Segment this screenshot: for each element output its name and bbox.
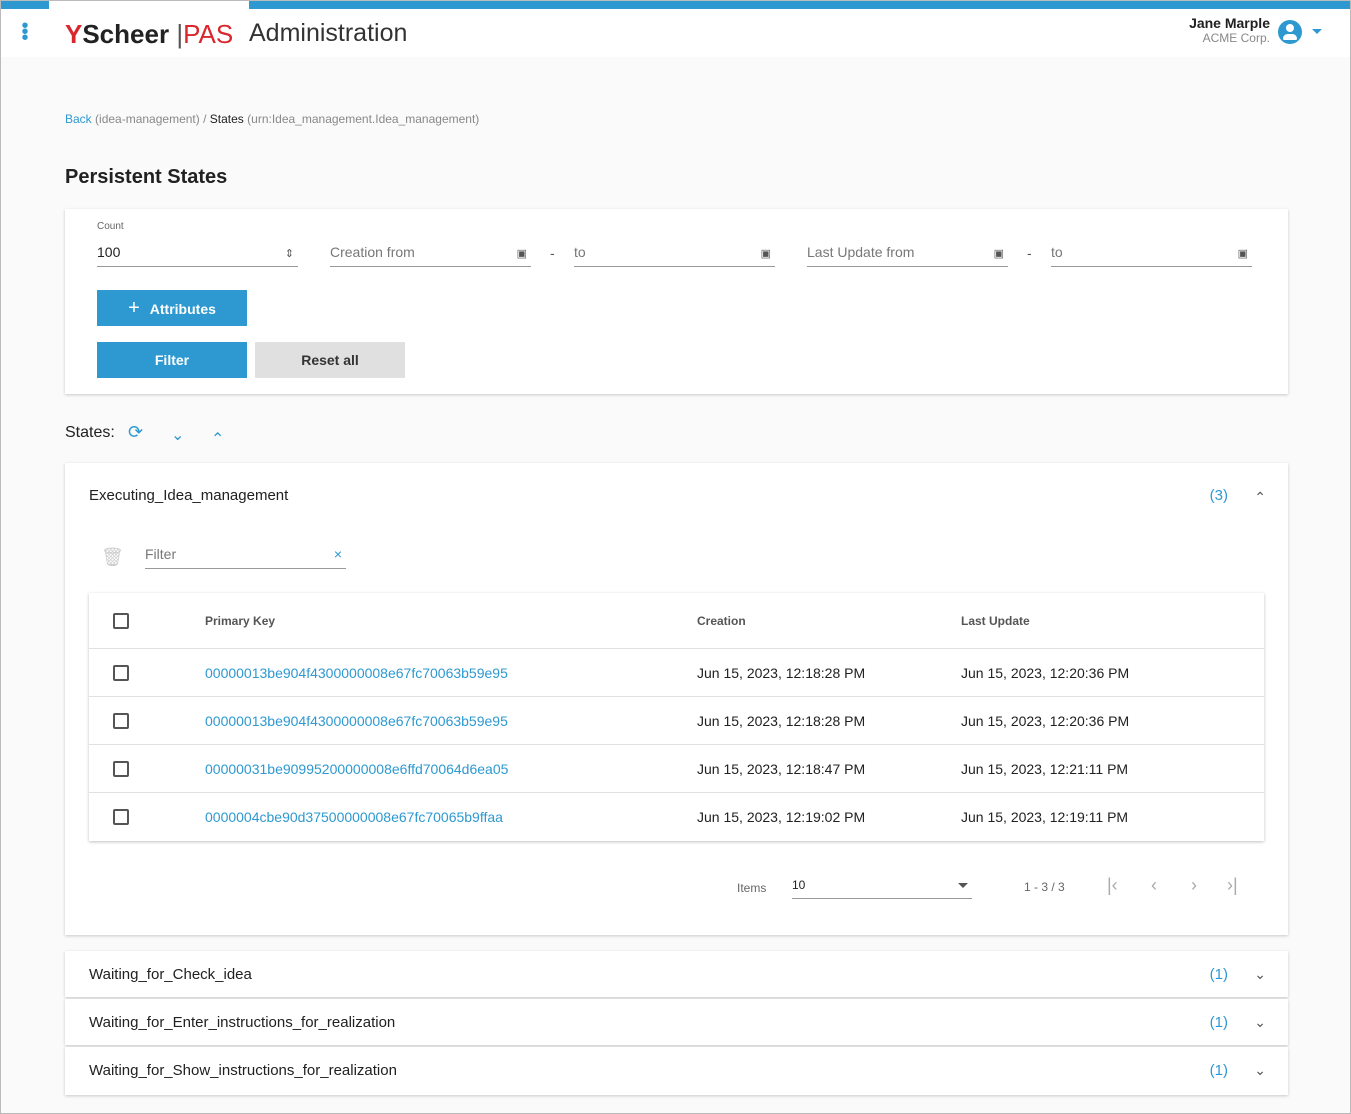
logo: YScheer |PAS — [65, 19, 234, 49]
row-checkbox[interactable] — [113, 809, 129, 825]
collapse-all-icon[interactable]: ⌃ — [211, 431, 225, 448]
chevron-down-icon[interactable]: ⌄ — [1254, 1014, 1266, 1030]
more-menu-icon[interactable]: • • • — [21, 15, 29, 49]
previous-page-icon[interactable]: ‹ — [1151, 875, 1157, 895]
next-page-icon[interactable]: › — [1191, 875, 1197, 895]
creation-from-input[interactable]: Creation from ▣ — [330, 237, 531, 267]
panel-count: (3) — [1209, 487, 1228, 504]
breadcrumb: Back (idea-management) / States (urn:Ide… — [65, 112, 480, 126]
items-label: Items — [737, 881, 767, 895]
state-panel[interactable]: Waiting_for_Check_idea (1) ⌄ — [65, 951, 1288, 997]
table-row: 0000004cbe90d37500000008e67fc70065b9ffaa… — [89, 793, 1264, 841]
calendar-icon: ▣ — [993, 248, 1004, 260]
select-all-checkbox[interactable] — [113, 612, 129, 629]
state-panel-expanded: Executing_Idea_management (3) ⌃ 🗑 Filter… — [65, 463, 1288, 935]
calendar-icon: ▣ — [760, 248, 771, 260]
creation-to-input[interactable]: to ▣ — [574, 237, 775, 267]
user-avatar-icon[interactable] — [1278, 20, 1302, 44]
last-page-icon[interactable]: ›| — [1227, 875, 1238, 895]
filter-button[interactable]: Filter — [97, 342, 247, 378]
primary-key-link[interactable]: 00000013be904f4300000008e67fc70063b59e95 — [205, 664, 508, 681]
table-filter-input[interactable]: Filter × — [145, 539, 346, 569]
calendar-icon: ▣ — [1237, 248, 1248, 260]
dropdown-arrow-icon — [958, 883, 968, 888]
delete-icon[interactable]: 🗑 — [101, 547, 124, 567]
primary-key-link[interactable]: 0000004cbe90d37500000008e67fc70065b9ffaa — [205, 809, 503, 825]
app-title: Administration — [249, 19, 408, 47]
expand-all-icon[interactable]: ⌄ — [171, 427, 185, 444]
back-link[interactable]: Back — [65, 112, 92, 126]
primary-key-link[interactable]: 00000013be904f4300000008e67fc70063b59e95 — [205, 712, 508, 729]
count-input[interactable]: Count 100 ⇕ — [97, 221, 298, 267]
state-panel[interactable]: Waiting_for_Show_instructions_for_realiz… — [65, 1047, 1288, 1095]
table-row: 00000013be904f4300000008e67fc70063b59e95… — [89, 649, 1264, 697]
caret-down-icon[interactable] — [1312, 29, 1322, 34]
states-table: Primary Key Creation Last Update 00000013b… — [89, 593, 1264, 841]
chevron-down-icon[interactable]: ⌄ — [1254, 1062, 1266, 1078]
first-page-icon[interactable]: |‹ — [1107, 875, 1118, 895]
state-panel[interactable]: Waiting_for_Enter_instructions_for_reali… — [65, 999, 1288, 1045]
row-checkbox[interactable] — [113, 712, 129, 729]
row-checkbox[interactable] — [113, 664, 129, 681]
row-checkbox[interactable] — [113, 760, 129, 777]
table-row: 00000013be904f4300000008e67fc70063b59e95… — [89, 697, 1264, 745]
items-per-page-select[interactable]: 10 — [792, 869, 972, 899]
user-info[interactable]: Jane Marple ACME Corp. — [1189, 15, 1270, 45]
app-header: • • • YScheer |PAS Administration Jane Mar… — [1, 9, 1350, 57]
clear-icon[interactable]: × — [333, 546, 342, 562]
update-to-input[interactable]: to ▣ — [1051, 237, 1252, 267]
filter-card: Count 100 ⇕ Creation from ▣ - to ▣ Last Upda… — [65, 209, 1288, 394]
top-accent-bar — [1, 1, 1350, 9]
plus-icon: + — [128, 296, 140, 319]
states-label: States: — [65, 424, 115, 441]
page-title: Persistent States — [65, 166, 228, 188]
primary-key-link[interactable]: 00000031be90995200000008e6ffd70064d6ea05 — [205, 760, 509, 777]
calendar-icon: ▣ — [516, 248, 527, 260]
table-row: 00000031be90995200000008e6ffd70064d6ea05… — [89, 745, 1264, 793]
table-header: Primary Key Creation Last Update — [89, 593, 1264, 649]
panel-title[interactable]: Executing_Idea_management — [89, 487, 289, 504]
chevron-down-icon[interactable]: ⌄ — [1254, 966, 1266, 982]
refresh-icon[interactable]: ⟳ — [128, 422, 144, 442]
add-attributes-button[interactable]: + Attributes — [97, 290, 247, 326]
chevron-up-icon[interactable]: ⌃ — [1254, 489, 1266, 505]
spinner-icon[interactable]: ⇕ — [284, 248, 294, 260]
reset-all-button[interactable]: Reset all — [255, 342, 405, 378]
page-range: 1 - 3 / 3 — [1024, 880, 1065, 894]
update-from-input[interactable]: Last Update from ▣ — [807, 237, 1008, 267]
